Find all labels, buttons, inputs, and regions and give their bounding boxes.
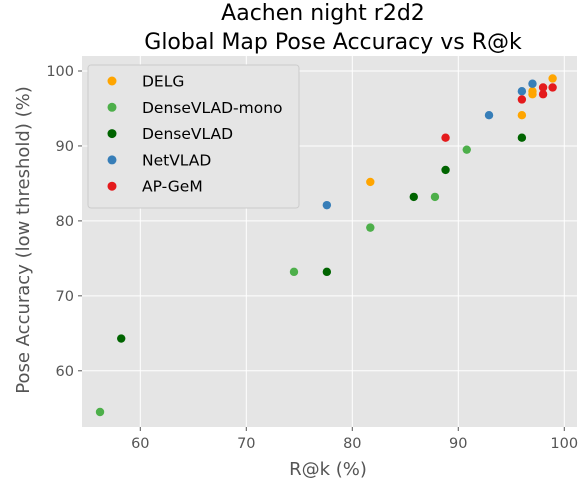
x-tick-labels: 60 70 80 90 100 — [131, 427, 578, 452]
legend-marker-netvlad — [107, 155, 117, 165]
point-densevlad-mono — [430, 192, 440, 202]
point-delg — [528, 87, 537, 96]
y-tick-label: 100 — [46, 64, 74, 80]
point-densevlad-mono — [289, 267, 299, 277]
point-delg — [366, 177, 375, 187]
point-densevlad — [517, 133, 527, 142]
legend-box — [87, 64, 300, 209]
chart-title-line-2: Global Map Pose Accuracy vs R@k — [144, 30, 522, 55]
point-netvlad — [484, 111, 494, 120]
chart-title-line-1: Aachen night r2d2 — [221, 1, 425, 26]
point-densevlad-mono — [366, 223, 375, 232]
point-densevlad — [117, 334, 126, 343]
point-ap-gem — [517, 95, 527, 104]
point-netvlad — [517, 87, 527, 96]
legend-label-densevlad: DenseVLAD — [142, 125, 233, 143]
point-ap-gem — [441, 133, 450, 142]
legend-label-densevlad-mono: DenseVLAD-mono — [142, 99, 283, 117]
point-densevlad-mono — [462, 145, 471, 154]
legend-marker-delg — [107, 76, 117, 86]
point-delg — [517, 111, 527, 120]
y-tick-label: 90 — [56, 139, 74, 155]
point-densevlad — [409, 192, 418, 202]
y-axis-label: Pose Accuracy (low threshold) (%) — [13, 86, 34, 393]
x-tick-label: 100 — [550, 436, 578, 452]
y-tick-label: 60 — [56, 364, 74, 380]
y-tick-labels: 60 70 80 90 100 — [46, 64, 82, 380]
point-densevlad-mono — [95, 407, 105, 417]
legend-marker-densevlad-mono — [107, 102, 117, 112]
point-netvlad — [528, 79, 537, 88]
legend: DELG DenseVLAD-mono DenseVLAD NetVLAD AP-GeM — [87, 64, 300, 209]
data-points — [95, 74, 557, 417]
point-ap-gem — [538, 83, 548, 92]
y-tick-label: 70 — [56, 289, 74, 305]
legend-label-netvlad: NetVLAD — [142, 151, 211, 169]
y-tick-label: 80 — [56, 214, 74, 230]
legend-marker-densevlad — [107, 129, 117, 139]
point-ap-gem — [538, 90, 548, 99]
legend-label-delg: DELG — [142, 73, 184, 91]
point-ap-gem — [548, 83, 557, 92]
x-tick-label: 80 — [343, 436, 361, 452]
x-tick-label: 60 — [131, 436, 149, 452]
point-densevlad — [322, 267, 332, 277]
legend-marker-ap-gem — [107, 181, 117, 191]
x-tick-label: 90 — [449, 436, 467, 452]
point-netvlad — [322, 200, 332, 210]
point-delg — [548, 74, 557, 83]
legend-label-ap-gem: AP-GeM — [142, 178, 203, 196]
point-densevlad — [441, 165, 450, 175]
x-tick-label: 70 — [237, 436, 255, 452]
x-axis-label: R@k (%) — [289, 459, 367, 480]
